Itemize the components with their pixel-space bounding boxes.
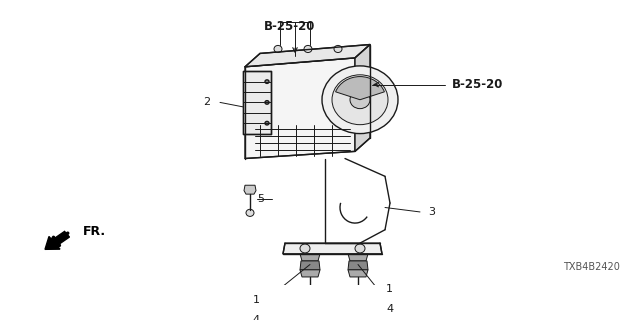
Circle shape	[265, 121, 269, 125]
Circle shape	[306, 300, 314, 307]
Circle shape	[246, 209, 254, 216]
Polygon shape	[243, 71, 271, 133]
Polygon shape	[245, 58, 355, 158]
Circle shape	[350, 91, 370, 109]
Text: B-25-20: B-25-20	[264, 20, 316, 33]
Circle shape	[332, 75, 388, 125]
Polygon shape	[348, 270, 368, 277]
Polygon shape	[348, 261, 368, 270]
Circle shape	[334, 45, 342, 52]
Circle shape	[300, 244, 310, 253]
Polygon shape	[300, 270, 320, 277]
Polygon shape	[300, 254, 320, 261]
Polygon shape	[244, 185, 256, 194]
Text: TXB4B2420: TXB4B2420	[563, 262, 620, 272]
Text: 5: 5	[257, 194, 264, 204]
Text: B-25-20: B-25-20	[452, 78, 504, 91]
Polygon shape	[283, 243, 382, 254]
Wedge shape	[335, 76, 385, 100]
Text: 1: 1	[253, 295, 260, 305]
Polygon shape	[350, 289, 366, 297]
Circle shape	[265, 100, 269, 104]
Polygon shape	[300, 261, 320, 270]
Circle shape	[304, 45, 312, 52]
Circle shape	[265, 80, 269, 84]
Text: 3: 3	[428, 207, 435, 217]
Polygon shape	[348, 254, 368, 261]
Text: 4: 4	[253, 315, 260, 320]
Polygon shape	[302, 289, 318, 297]
FancyArrow shape	[45, 231, 70, 249]
Polygon shape	[245, 44, 370, 67]
Text: FR.: FR.	[83, 225, 106, 238]
Circle shape	[355, 244, 365, 253]
Polygon shape	[355, 44, 370, 151]
Text: 1: 1	[386, 284, 393, 294]
Text: 2: 2	[203, 97, 210, 108]
Circle shape	[354, 300, 362, 307]
Circle shape	[322, 66, 398, 133]
Text: 4: 4	[386, 304, 393, 314]
Circle shape	[274, 45, 282, 52]
